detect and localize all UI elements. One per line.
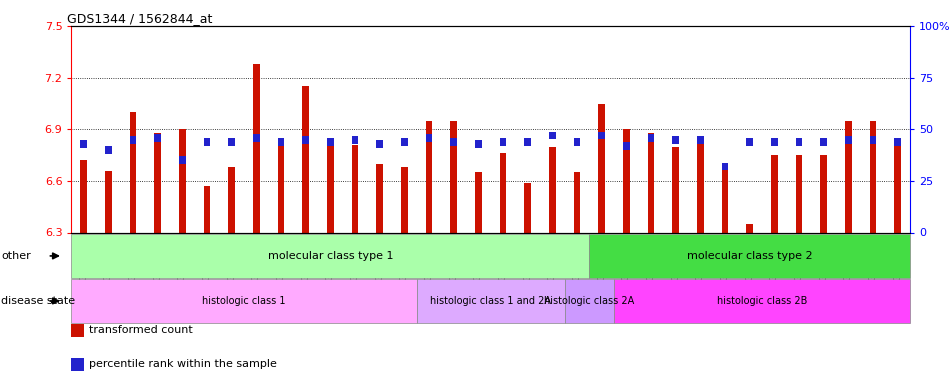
Bar [154, 134, 161, 141]
Text: histologic class 2B: histologic class 2B [716, 296, 806, 306]
Bar [820, 138, 826, 146]
Bar [598, 132, 605, 140]
Bar [499, 138, 506, 146]
Bar [623, 142, 629, 150]
Bar [524, 138, 530, 146]
Bar [302, 86, 308, 232]
Bar [672, 147, 679, 232]
Bar [524, 183, 530, 232]
Bar [894, 141, 901, 232]
Text: molecular class type 2: molecular class type 2 [686, 251, 812, 261]
Bar [327, 138, 333, 146]
Bar [623, 129, 629, 232]
Bar [426, 121, 432, 232]
Bar [795, 155, 802, 232]
Text: GDS1344 / 1562844_at: GDS1344 / 1562844_at [68, 12, 212, 25]
Bar [795, 138, 802, 146]
Bar [745, 138, 752, 146]
Bar [721, 163, 727, 170]
Bar [573, 172, 580, 232]
Text: histologic class 1 and 2A: histologic class 1 and 2A [430, 296, 550, 306]
Bar [302, 136, 308, 144]
Bar [80, 160, 87, 232]
Bar [647, 134, 654, 141]
Bar [253, 64, 260, 232]
Bar [499, 153, 506, 232]
Bar [80, 140, 87, 148]
Text: other: other [1, 251, 30, 261]
Bar [770, 138, 777, 146]
Bar [672, 136, 679, 144]
Bar [721, 169, 727, 232]
Bar [548, 132, 555, 140]
Bar [450, 121, 457, 232]
Bar [129, 112, 136, 232]
Bar [475, 172, 482, 232]
Bar [228, 167, 235, 232]
Bar [351, 145, 358, 232]
Bar [105, 146, 111, 154]
Bar [327, 140, 333, 232]
Bar [475, 140, 482, 148]
Bar [376, 164, 383, 232]
Bar [228, 138, 235, 146]
Text: histologic class 1: histologic class 1 [202, 296, 286, 306]
Bar [278, 138, 284, 232]
Bar [869, 136, 876, 144]
Bar [548, 147, 555, 232]
Bar [401, 138, 407, 146]
Bar [105, 171, 111, 232]
Bar [351, 136, 358, 144]
Bar [426, 134, 432, 141]
Bar [278, 138, 284, 146]
Bar [179, 129, 186, 232]
Bar [820, 155, 826, 232]
Bar [204, 186, 210, 232]
Bar [894, 138, 901, 146]
Bar [401, 167, 407, 232]
Text: molecular class type 1: molecular class type 1 [268, 251, 393, 261]
Bar [450, 138, 457, 146]
Bar [869, 121, 876, 232]
Bar [253, 134, 260, 141]
Bar [573, 138, 580, 146]
Bar [844, 136, 851, 144]
Bar [697, 143, 703, 232]
Bar [697, 136, 703, 144]
Bar [745, 224, 752, 232]
Text: percentile rank within the sample: percentile rank within the sample [89, 359, 276, 369]
Bar [770, 155, 777, 232]
Text: histologic class 2A: histologic class 2A [544, 296, 634, 306]
Bar [844, 121, 851, 232]
Bar [154, 133, 161, 232]
Bar [204, 138, 210, 146]
Text: disease state: disease state [1, 296, 75, 306]
Bar [598, 104, 605, 232]
Text: transformed count: transformed count [89, 325, 192, 335]
Bar [179, 156, 186, 164]
Bar [647, 133, 654, 232]
Bar [376, 140, 383, 148]
Bar [129, 136, 136, 144]
